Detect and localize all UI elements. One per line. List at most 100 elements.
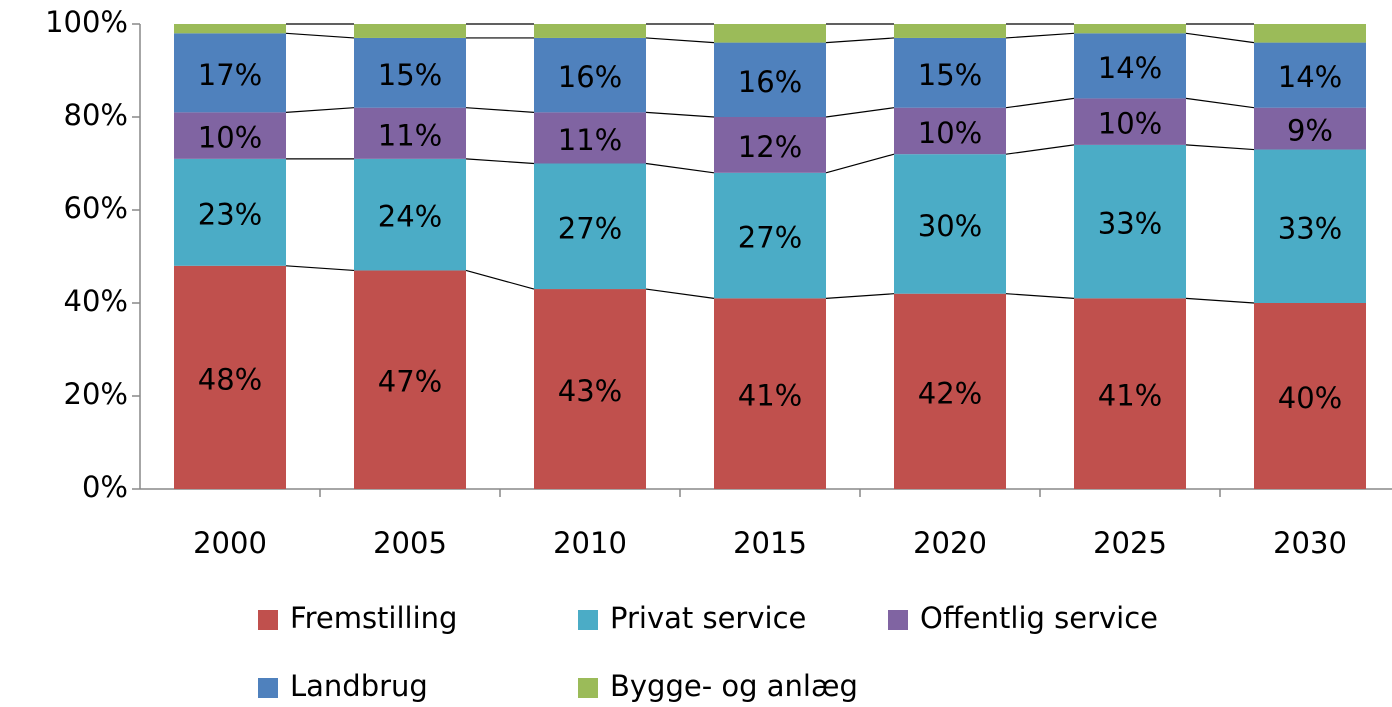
y-tick-label: 40% bbox=[64, 284, 128, 318]
x-tick-label: 2030 bbox=[1273, 526, 1347, 560]
data-label: 15% bbox=[918, 58, 982, 92]
bar-segment bbox=[174, 24, 286, 34]
bar-segment bbox=[894, 293, 1006, 489]
y-tick-label: 60% bbox=[64, 191, 128, 225]
bar-segment bbox=[354, 158, 466, 271]
data-label: 33% bbox=[1278, 211, 1342, 245]
data-label: 10% bbox=[1098, 107, 1162, 141]
x-tick-label: 2020 bbox=[913, 526, 987, 560]
series-line bbox=[1005, 32, 1075, 39]
bar-segment bbox=[354, 24, 466, 38]
x-tick-label: 2000 bbox=[193, 526, 267, 560]
bar-segment bbox=[1254, 149, 1366, 303]
bar-segment bbox=[714, 24, 826, 43]
data-label: 16% bbox=[558, 60, 622, 94]
bar-segment bbox=[534, 289, 646, 489]
bar-segment bbox=[1074, 144, 1186, 299]
bar-segment bbox=[1074, 33, 1186, 99]
bar-segment bbox=[1254, 24, 1366, 43]
bar-segment bbox=[894, 154, 1006, 294]
legend-swatch bbox=[578, 610, 598, 630]
data-label: 42% bbox=[918, 376, 982, 410]
series-line bbox=[825, 37, 895, 44]
series-line bbox=[1005, 144, 1075, 155]
data-label: 27% bbox=[558, 211, 622, 245]
series-line bbox=[285, 265, 355, 272]
bar-segment bbox=[1254, 107, 1366, 150]
series-line bbox=[1005, 97, 1075, 109]
data-label: 40% bbox=[1278, 381, 1342, 415]
series-line bbox=[645, 288, 715, 299]
bar-segment bbox=[1254, 42, 1366, 108]
bar-segment bbox=[174, 112, 286, 159]
series-line bbox=[285, 32, 355, 39]
series-line bbox=[1185, 32, 1255, 44]
x-tick-label: 2005 bbox=[373, 526, 447, 560]
data-label: 43% bbox=[558, 374, 622, 408]
bar-segment bbox=[174, 33, 286, 113]
data-label: 47% bbox=[378, 365, 442, 399]
y-tick-label: 20% bbox=[64, 377, 128, 411]
data-label: 23% bbox=[198, 197, 262, 231]
data-label: 9% bbox=[1287, 114, 1333, 148]
bar-segment bbox=[714, 117, 826, 173]
data-label: 15% bbox=[378, 58, 442, 92]
bar-segment bbox=[1074, 298, 1186, 489]
data-label: 41% bbox=[1098, 379, 1162, 413]
data-label: 14% bbox=[1278, 60, 1342, 94]
series-line bbox=[1185, 144, 1255, 151]
data-label: 30% bbox=[918, 209, 982, 243]
y-tick-label: 0% bbox=[82, 470, 128, 504]
bar-segment bbox=[1074, 24, 1186, 34]
series-line bbox=[825, 153, 895, 174]
bar-segment bbox=[354, 37, 466, 108]
series-line bbox=[645, 162, 715, 174]
legend-label: Privat service bbox=[610, 601, 806, 635]
bar-segment bbox=[174, 158, 286, 266]
data-label: 12% bbox=[738, 130, 802, 164]
x-tick-label: 2010 bbox=[553, 526, 627, 560]
bar-segment bbox=[534, 37, 646, 113]
data-label: 27% bbox=[738, 221, 802, 255]
data-label: 33% bbox=[1098, 207, 1162, 241]
series-line bbox=[465, 158, 535, 165]
legend-label: Landbrug bbox=[290, 669, 428, 703]
bar-segment bbox=[354, 107, 466, 159]
bar-segment bbox=[894, 24, 1006, 38]
data-label: 41% bbox=[738, 379, 802, 413]
data-label: 24% bbox=[378, 200, 442, 234]
bar-segment bbox=[894, 107, 1006, 155]
legend-swatch bbox=[258, 678, 278, 698]
data-label: 48% bbox=[198, 362, 262, 396]
data-label: 10% bbox=[198, 121, 262, 155]
series-line bbox=[285, 107, 355, 113]
data-label: 14% bbox=[1098, 51, 1162, 85]
legend-swatch bbox=[888, 610, 908, 630]
data-label: 10% bbox=[918, 116, 982, 150]
y-tick-label: 100% bbox=[45, 5, 128, 39]
bar-segment bbox=[354, 270, 466, 489]
series-line bbox=[825, 293, 895, 299]
legend-label: Fremstilling bbox=[290, 601, 457, 635]
bar-segment bbox=[714, 42, 826, 117]
series-line bbox=[465, 107, 535, 113]
series-line bbox=[645, 37, 715, 44]
bar-segment bbox=[534, 163, 646, 290]
y-tick-label: 80% bbox=[64, 98, 128, 132]
bar-segment bbox=[894, 37, 1006, 108]
series-line bbox=[1005, 293, 1075, 299]
x-tick-label: 2015 bbox=[733, 526, 807, 560]
data-label: 16% bbox=[738, 65, 802, 99]
bar-segment bbox=[1254, 303, 1366, 489]
series-line bbox=[825, 107, 895, 118]
legend-swatch bbox=[258, 610, 278, 630]
x-tick-label: 2025 bbox=[1093, 526, 1167, 560]
bar-segment bbox=[174, 265, 286, 489]
legend-label: Bygge- og anlæg bbox=[610, 669, 858, 703]
bar-segment bbox=[714, 172, 826, 299]
data-label: 17% bbox=[198, 58, 262, 92]
bar-segment bbox=[534, 24, 646, 38]
legend-label: Offentlig service bbox=[920, 601, 1158, 635]
series-line bbox=[1185, 297, 1255, 304]
